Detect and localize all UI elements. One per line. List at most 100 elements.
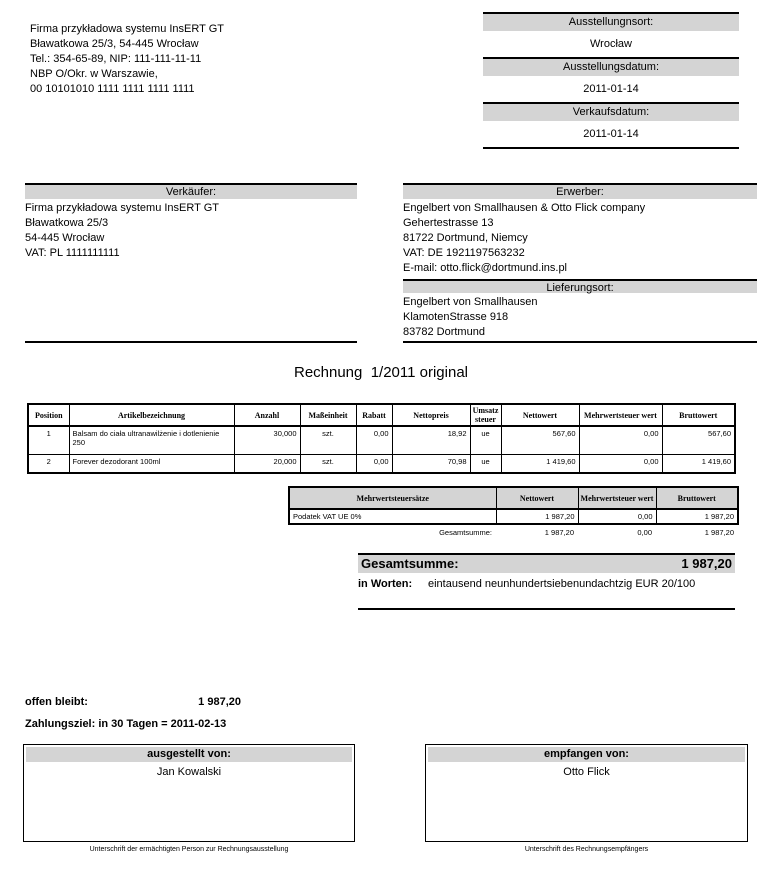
cell-unit: szt. xyxy=(299,453,357,474)
buyer-box: Erwerber: Engelbert von Smallhausen & Ot… xyxy=(403,183,757,343)
buyer-line: Engelbert von Smallhausen & Otto Flick c… xyxy=(403,202,646,214)
cell-position: 2 xyxy=(27,453,70,474)
vat-total-vat: 0,00 xyxy=(637,528,652,537)
delivery-box-title: Lieferungsort: xyxy=(403,279,757,294)
cell-vat-value: 0,00 xyxy=(578,425,663,455)
receiver-signature-title: empfangen von: xyxy=(428,747,745,762)
buyer-line: E-mail: otto.flick@dortmund.ins.pl xyxy=(403,262,568,274)
vat-total-gross: 1 987,20 xyxy=(704,528,734,537)
cell-net-value: 1 419,60 xyxy=(500,453,580,474)
items-table: Position Artikelbezeichnung Anzahl Maßei… xyxy=(27,403,736,474)
grand-total-label: Gesamtsumme: xyxy=(361,556,459,571)
buyer-line: 81722 Dortmund, Niemcy xyxy=(403,232,528,244)
seller-box: Verkäufer: Firma przykładowa systemu Ins… xyxy=(25,183,357,343)
issue-place-label: Ausstellungnsort: xyxy=(483,14,739,31)
grand-total-value: 1 987,20 xyxy=(681,556,732,571)
payment-terms: Zahlungsziel: in 30 Tagen = 2011-02-13 xyxy=(25,718,227,730)
delivery-line: 83782 Dortmund xyxy=(403,326,485,338)
delivery-line: KlamotenStrasse 918 xyxy=(403,311,509,323)
vat-summary-table: Mehrwertsteuersätze Nettowert Mehrwertst… xyxy=(288,486,739,525)
sale-date-label: Verkaufsdatum: xyxy=(483,104,739,121)
items-table-header-row: Position Artikelbezeichnung Anzahl Maßei… xyxy=(27,403,736,427)
cell-net-price: 70,98 xyxy=(391,453,471,474)
delivery-line: Engelbert von Smallhausen xyxy=(403,296,538,308)
seller-header-block: Firma przykładowa systemu InsERT GT Bław… xyxy=(30,22,224,97)
receiver-signature-caption: Unterschrift des Rechnungsempfängers xyxy=(524,846,649,853)
cell-vat-code: ue xyxy=(469,453,502,474)
meta-section-issue-date: Ausstellungsdatum: 2011-01-14 xyxy=(483,57,739,102)
cell-item: Balsam do ciała ultranawilżenie i dotlen… xyxy=(68,425,235,455)
vat-cell-vat: 0,00 xyxy=(577,508,657,525)
document-title: Rechnung 1/2011 original xyxy=(293,364,469,381)
buyer-line: VAT: DE 1921197563232 xyxy=(403,247,525,259)
vat-total-row: Gesamtsumme: 1 987,20 0,00 1 987,20 xyxy=(288,527,737,538)
cell-item: Forever dezodorant 100ml xyxy=(68,453,235,474)
cell-gross-value: 1 419,60 xyxy=(661,453,736,474)
col-header-discount: Rabatt xyxy=(355,403,393,427)
col-header-gross-value: Bruttowert xyxy=(661,403,736,427)
cell-vat-code: ue xyxy=(469,425,502,455)
issuer-signature-caption: Unterschrift der ermächtigten Person zur… xyxy=(89,846,289,853)
cell-discount: 0,00 xyxy=(355,425,393,455)
col-header-item: Artikelbezeichnung xyxy=(68,403,235,427)
cell-unit: szt. xyxy=(299,425,357,455)
issue-date-label: Ausstellungsdatum: xyxy=(483,59,739,76)
col-header-net-price: Nettopreis xyxy=(391,403,471,427)
meta-section-issue-place: Ausstellungnsort: Wrocław xyxy=(483,12,739,57)
signature-box-receiver: empfangen von: Otto Flick xyxy=(425,744,748,842)
seller-header-line: NBP O/Okr. w Warszawie, xyxy=(30,68,158,80)
seller-header-line: 00 10101010 1111 1111 1111 1111 xyxy=(30,83,195,95)
signature-box-issuer: ausgestellt von: Jan Kowalski xyxy=(23,744,355,842)
seller-header-line: Firma przykładowa systemu InsERT GT xyxy=(30,23,224,35)
grand-total-bar: Gesamtsumme: 1 987,20 xyxy=(358,555,735,573)
vat-col-header-net: Nettowert xyxy=(495,486,579,510)
vat-col-header-vat: Mehrwertsteuer wert xyxy=(577,486,657,510)
cell-quantity: 30,000 xyxy=(233,425,301,455)
in-words-text: eintausend neunhundertsiebenundachtzig E… xyxy=(428,578,696,590)
vat-total-label: Gesamtsumme: xyxy=(439,528,492,537)
seller-line: Bławatkowa 25/3 xyxy=(25,217,109,229)
cell-gross-value: 567,60 xyxy=(661,425,736,455)
seller-line: Firma przykładowa systemu InsERT GT xyxy=(25,202,219,214)
seller-header-line: Tel.: 354-65-89, NIP: 111-111-11-11 xyxy=(30,53,202,65)
cell-vat-value: 0,00 xyxy=(578,453,663,474)
open-amount-row: offen bleibt: 1 987,20 xyxy=(25,695,241,710)
col-header-vat-value: Mehrwertsteuer wert xyxy=(578,403,663,427)
table-row: 2 Forever dezodorant 100ml 20,000 szt. 0… xyxy=(27,453,736,474)
vat-col-header-gross: Bruttowert xyxy=(655,486,739,510)
meta-box-bottom-rule xyxy=(483,147,739,149)
invoice-meta-box: Ausstellungnsort: Wrocław Ausstellungsda… xyxy=(483,12,739,149)
col-header-net-value: Nettowert xyxy=(500,403,580,427)
vat-total-net: 1 987,20 xyxy=(544,528,574,537)
open-amount-value: 1 987,20 xyxy=(198,696,241,708)
amount-in-words-row: in Worten: eintausend neunhundertsiebenu… xyxy=(358,577,735,591)
vat-cell-gross: 1 987,20 xyxy=(655,508,739,525)
cell-discount: 0,00 xyxy=(355,453,393,474)
vat-table-row: Podatek VAT UE 0% 1 987,20 0,00 1 987,20 xyxy=(288,508,739,525)
seller-header-line: Bławatkowa 25/3, 54-445 Wrocław xyxy=(30,38,199,50)
sale-date-value: 2011-01-14 xyxy=(483,121,739,147)
grand-total-section: Gesamtsumme: 1 987,20 in Worten: eintaus… xyxy=(358,553,735,610)
vat-col-header-rates: Mehrwertsteuersätze xyxy=(288,486,497,510)
open-amount-label: offen bleibt: xyxy=(25,696,88,708)
seller-line: VAT: PL 1111111111 xyxy=(25,247,120,259)
cell-position: 1 xyxy=(27,425,70,455)
col-header-position: Position xyxy=(27,403,70,427)
issuer-signature-title: ausgestellt von: xyxy=(26,747,352,762)
buyer-line: Gehertestrasse 13 xyxy=(403,217,494,229)
cell-net-value: 567,60 xyxy=(500,425,580,455)
vat-cell-net: 1 987,20 xyxy=(495,508,579,525)
col-header-vat-code: Umsatz steuer xyxy=(469,403,502,427)
seller-box-title: Verkäufer: xyxy=(25,185,357,199)
col-header-unit: Maßeinheit xyxy=(299,403,357,427)
issue-date-value: 2011-01-14 xyxy=(483,76,739,102)
cell-quantity: 20,000 xyxy=(233,453,301,474)
issuer-name: Jan Kowalski xyxy=(156,766,222,778)
vat-cell-rate: Podatek VAT UE 0% xyxy=(288,508,497,525)
payment-section: offen bleibt: 1 987,20 Zahlungsziel: in … xyxy=(25,695,241,732)
cell-net-price: 18,92 xyxy=(391,425,471,455)
meta-section-sale-date: Verkaufsdatum: 2011-01-14 xyxy=(483,102,739,147)
vat-table-header-row: Mehrwertsteuersätze Nettowert Mehrwertst… xyxy=(288,486,739,510)
receiver-name: Otto Flick xyxy=(563,766,610,778)
